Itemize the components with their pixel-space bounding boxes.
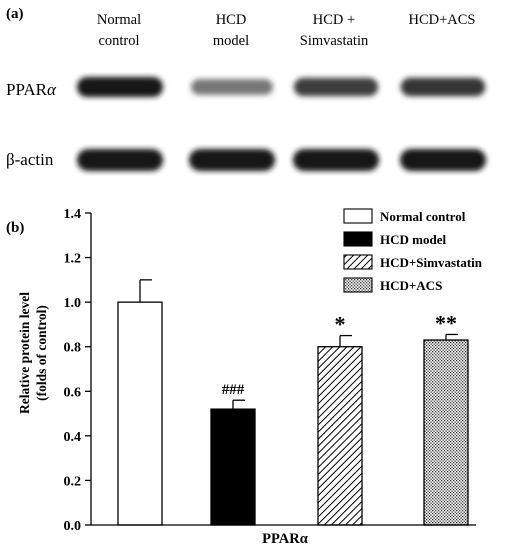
beta-actin-bands (77, 149, 486, 171)
y-tick-label: 0.4 (64, 430, 82, 445)
legend-item: HCD+ACS (343, 277, 442, 293)
bar (117, 301, 163, 526)
legend-swatch (343, 231, 373, 247)
blot-band (293, 77, 379, 97)
y-tick-label: 1.0 (64, 296, 82, 311)
lane-label-line2: model (213, 33, 249, 49)
significance-annotations: ###* ** (222, 310, 457, 398)
blot-band (77, 149, 163, 171)
panel-a-label: (a) (6, 6, 24, 22)
y-tick-label: 0.8 (64, 341, 82, 356)
bar (210, 408, 256, 526)
lane-label-line2: control (98, 33, 139, 49)
legend-swatch (343, 208, 373, 224)
lane-label-line2: Simvastatin (300, 33, 369, 49)
lane-label-line1: HCD (216, 12, 247, 28)
y-axis-title: Relative protein level (folds of control… (17, 292, 49, 414)
y-axis-title-line1: Relative protein level (17, 292, 32, 414)
blot-row-label-beta-actin: β-actin (6, 150, 54, 169)
blot-band (400, 149, 486, 171)
lane-label-hcd-model: HCD model (213, 12, 249, 49)
bar (317, 346, 363, 526)
y-tick-label: 0.6 (64, 385, 82, 400)
bar (423, 339, 469, 526)
significance-label: * (335, 312, 346, 337)
lane-label-line1: Normal (97, 12, 141, 28)
blot-band (400, 77, 486, 97)
blot-row-label-main: PPAR (6, 80, 48, 99)
y-tick-label: 0.2 (64, 474, 82, 489)
error-bar (339, 334, 352, 347)
legend-label: HCD model (380, 232, 446, 247)
legend-swatch (343, 254, 373, 270)
error-bar (139, 279, 152, 303)
error-bar (232, 399, 245, 410)
legend-swatch (343, 277, 373, 293)
blot-row-beta-actin: β-actin (6, 149, 486, 171)
panel-b-label: (b) (6, 220, 24, 236)
lane-labels: Normal control HCD model HCD + Simvastat… (97, 12, 476, 49)
bars (117, 301, 469, 526)
error-bars (139, 279, 458, 410)
significance-label: ### (222, 382, 245, 398)
legend-item: Normal control (343, 208, 466, 224)
legend-item: HCD model (343, 231, 446, 247)
x-axis-label: PPARα (262, 531, 308, 547)
blot-band (77, 77, 163, 97)
legend-label: Normal control (380, 209, 466, 224)
significance-label: ** (435, 310, 457, 335)
y-tick-label: 1.4 (64, 207, 82, 222)
lane-label-hcd-simvastatin: HCD + Simvastatin (300, 12, 369, 49)
legend-label: HCD+Simvastatin (380, 255, 483, 270)
error-bar (445, 333, 458, 341)
blot-band (191, 79, 273, 95)
legend-item: HCD+Simvastatin (343, 254, 483, 270)
lane-label-line1: HCD+ACS (409, 12, 476, 28)
legend-label: HCD+ACS (380, 278, 442, 293)
blot-band (189, 149, 275, 171)
blot-row-label-ppara: PPARα (6, 80, 57, 99)
lane-label-hcd-acs: HCD+ACS (409, 12, 476, 28)
blot-row-ppara: PPARα (6, 77, 486, 99)
panel-b-bar-chart: (b) Relative protein level (folds of con… (6, 207, 483, 547)
legend: Normal control HCD model HCD+Simvastatin HC… (343, 208, 483, 293)
lane-label-line1: HCD + (313, 12, 355, 28)
y-axis-title-line2: (folds of control) (34, 305, 49, 401)
y-tick-label: 1.2 (64, 252, 82, 267)
y-axis-ticks: 0.0 0.2 0.4 0.6 0.8 1.0 1.2 1.4 (64, 207, 91, 534)
lane-label-normal-control: Normal control (97, 12, 141, 49)
blot-row-label-greek: α (47, 80, 57, 99)
y-tick-label: 0.0 (64, 519, 82, 534)
panel-a-western-blot: (a) Normal control HCD model HCD + Simva… (6, 6, 486, 171)
ppara-bands (77, 77, 486, 97)
blot-band (293, 149, 379, 171)
